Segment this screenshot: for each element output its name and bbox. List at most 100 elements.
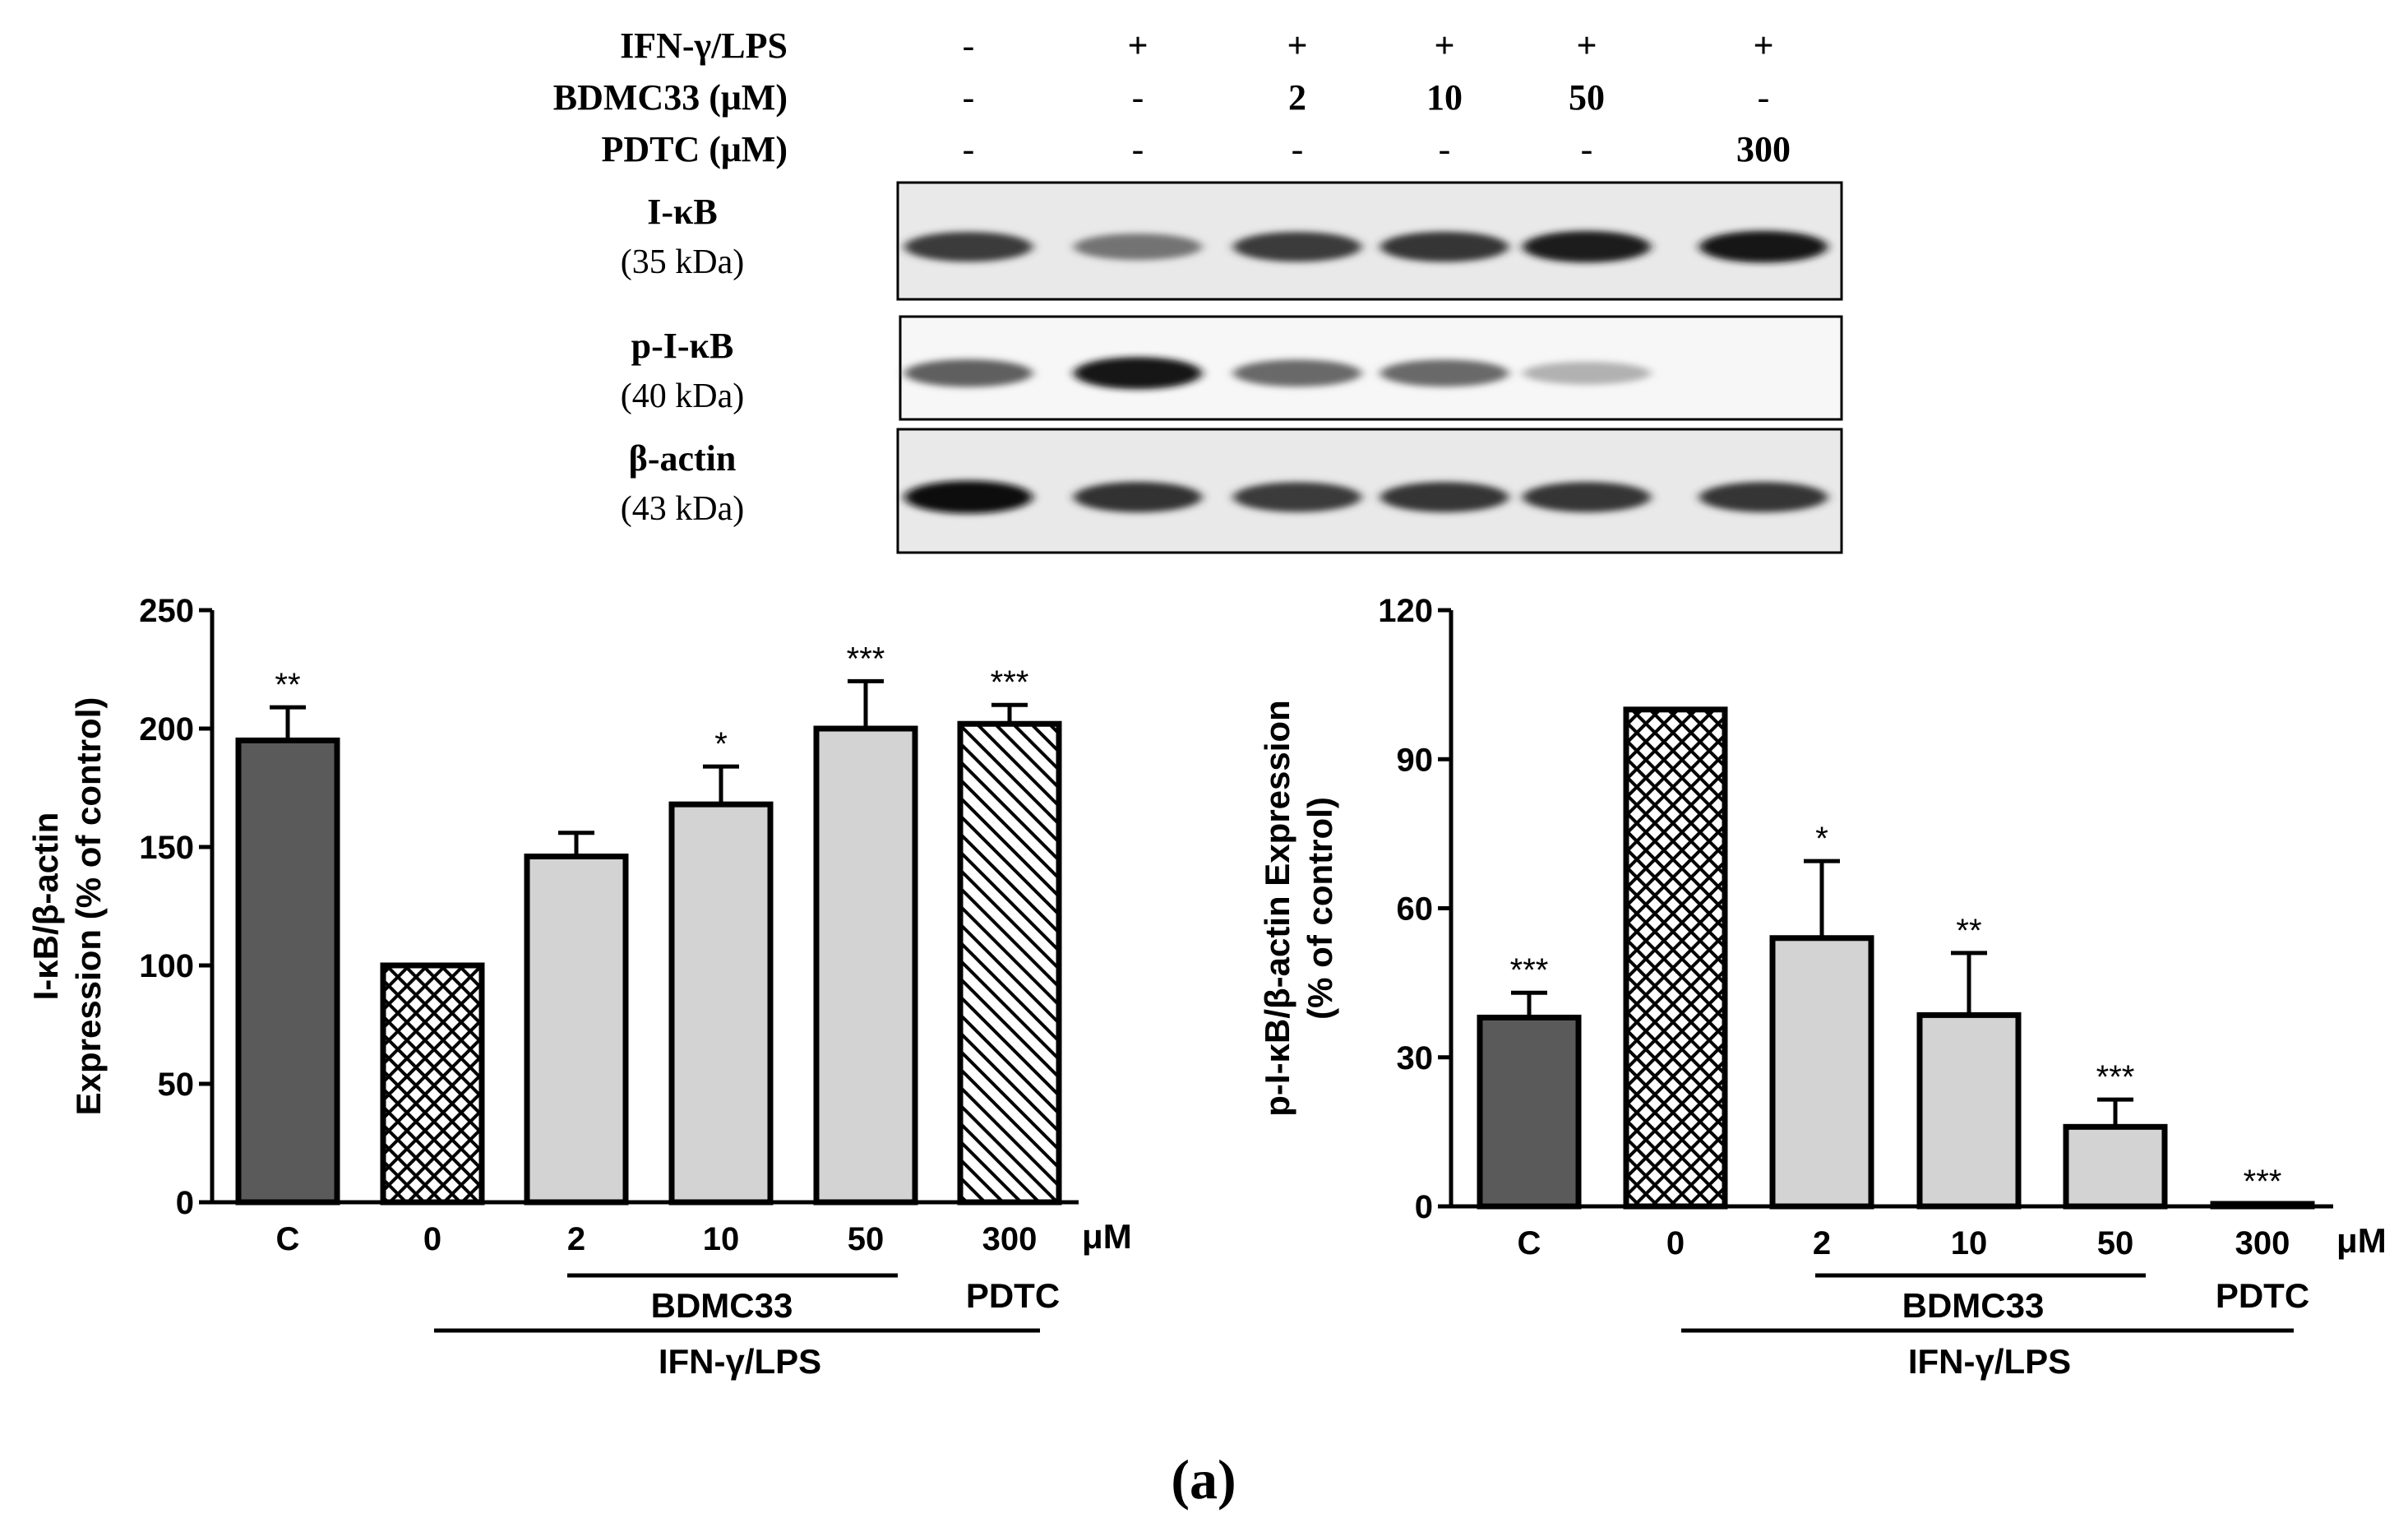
y-tick-label: 60: [1397, 891, 1434, 928]
bar: [380, 962, 485, 1206]
bar: [1769, 935, 1874, 1210]
blot-row-weight: (43 kDa): [621, 490, 744, 528]
condition-label: PDTC (μM): [601, 129, 788, 169]
blot-band: [904, 359, 1033, 387]
significance-marker: **: [275, 667, 300, 703]
blot-strip: [896, 181, 1843, 301]
x-tick-label: 300: [2235, 1225, 2290, 1261]
x-tick-label: 300: [982, 1221, 1038, 1257]
x-tick-label: 50: [2097, 1225, 2134, 1261]
condition-value: +: [1287, 25, 1307, 66]
y-tick-label: 30: [1397, 1040, 1434, 1076]
y-tick-label: 200: [139, 711, 194, 747]
blot-strip: [896, 428, 1843, 554]
bar: [1623, 706, 1728, 1210]
bar: [668, 801, 774, 1206]
condition-value: -: [1132, 129, 1144, 169]
blot-band: [904, 480, 1033, 514]
condition-value: +: [1753, 25, 1773, 66]
significance-marker: **: [1956, 913, 1981, 949]
x-tick-label: 10: [703, 1221, 740, 1257]
significance-marker: ***: [847, 641, 885, 677]
blot-band: [1074, 233, 1202, 261]
blot-band: [1523, 482, 1651, 512]
x-tick-label: 0: [423, 1221, 441, 1257]
condition-value: 300: [1736, 129, 1791, 169]
y-tick-label: 100: [139, 948, 194, 984]
condition-value: -: [1581, 129, 1593, 169]
unit-label: μM: [2336, 1221, 2387, 1260]
condition-value: 50: [1569, 77, 1605, 118]
x-tick-label: 50: [848, 1221, 885, 1257]
y-axis-title: p-I-κB/β-actin Expression: [1258, 700, 1296, 1116]
condition-value: -: [1132, 77, 1144, 118]
group-label: BDMC33: [1902, 1286, 2045, 1325]
bar: [235, 737, 340, 1206]
blot-row-weight: (35 kDa): [621, 243, 744, 281]
y-tick-label: 0: [176, 1185, 194, 1221]
blot-row-name: β-actin: [629, 438, 737, 479]
significance-marker: ***: [2096, 1059, 2135, 1095]
condition-value: -: [963, 77, 975, 118]
blot-band: [904, 231, 1033, 262]
western-blot-panel: IFN-γ/LPS - + + + + + BDMC33 (μM) - - 2 10 50 - PDTC (…: [553, 25, 1843, 554]
panel-label: (a): [1171, 1448, 1236, 1511]
condition-value: +: [1127, 25, 1148, 66]
y-tick-label: 0: [1415, 1189, 1433, 1225]
blot-band: [1233, 359, 1361, 387]
x-tick-label: 2: [567, 1221, 585, 1257]
significance-marker: *: [714, 726, 728, 762]
condition-value: 10: [1426, 77, 1463, 118]
blot-band: [1523, 230, 1651, 263]
p-ikb-expression-chart: 0 30 60 90 120 p-I-κB/β-actin Expression (% of…: [1258, 593, 2387, 1381]
y-tick-label: 120: [1378, 593, 1433, 629]
bar: [2210, 1201, 2315, 1210]
blot-band: [1233, 482, 1361, 512]
bar: [813, 725, 918, 1206]
condition-value: -: [1758, 77, 1770, 118]
blot-band: [1233, 231, 1361, 262]
y-axis-title: I-κB/β-actin: [26, 812, 65, 1001]
significance-marker: ***: [991, 664, 1029, 701]
blot-band: [1380, 359, 1509, 387]
condition-value: +: [1576, 25, 1597, 66]
y-tick-label: 90: [1397, 742, 1434, 778]
bar: [524, 854, 629, 1206]
condition-label: BDMC33 (μM): [553, 77, 788, 118]
x-tick-label: 2: [1813, 1225, 1831, 1261]
x-tick-label: 0: [1666, 1225, 1685, 1261]
x-tick-label: C: [1518, 1225, 1541, 1261]
group-label: IFN-γ/LPS: [1908, 1342, 2071, 1381]
blot-row-name: I-κB: [647, 192, 718, 232]
group-label: IFN-γ/LPS: [659, 1342, 821, 1381]
y-tick-label: 150: [139, 830, 194, 866]
blot-row-weight: (40 kDa): [621, 377, 744, 415]
condition-value: -: [1439, 129, 1451, 169]
significance-marker: *: [1815, 821, 1828, 857]
significance-marker: ***: [1510, 952, 1549, 988]
blot-band: [1699, 482, 1828, 512]
blot-band: [1380, 231, 1509, 262]
unit-label: μM: [1082, 1217, 1132, 1256]
blot-band: [1699, 230, 1828, 263]
y-tick-label: 250: [139, 593, 194, 629]
blot-row-name: p-I-κB: [631, 326, 734, 366]
blot-band: [1074, 481, 1202, 513]
condition-value: +: [1434, 25, 1454, 66]
y-tick-label: 50: [158, 1067, 195, 1103]
blot-band: [1523, 361, 1651, 385]
bar: [2063, 1123, 2168, 1210]
condition-value: 2: [1288, 77, 1306, 118]
y-axis-title: Expression (% of control): [69, 697, 108, 1116]
bar: [957, 720, 1062, 1206]
condition-label: IFN-γ/LPS: [620, 25, 788, 66]
blot-strip: [899, 315, 1843, 421]
condition-value: -: [963, 25, 975, 66]
blot-band: [1380, 482, 1509, 512]
x-tick-label: 10: [1951, 1225, 1988, 1261]
bar: [1477, 1014, 1582, 1210]
y-axis-title: (% of control): [1301, 797, 1339, 1020]
bar: [1916, 1011, 2022, 1210]
significance-marker: ***: [2244, 1164, 2282, 1200]
